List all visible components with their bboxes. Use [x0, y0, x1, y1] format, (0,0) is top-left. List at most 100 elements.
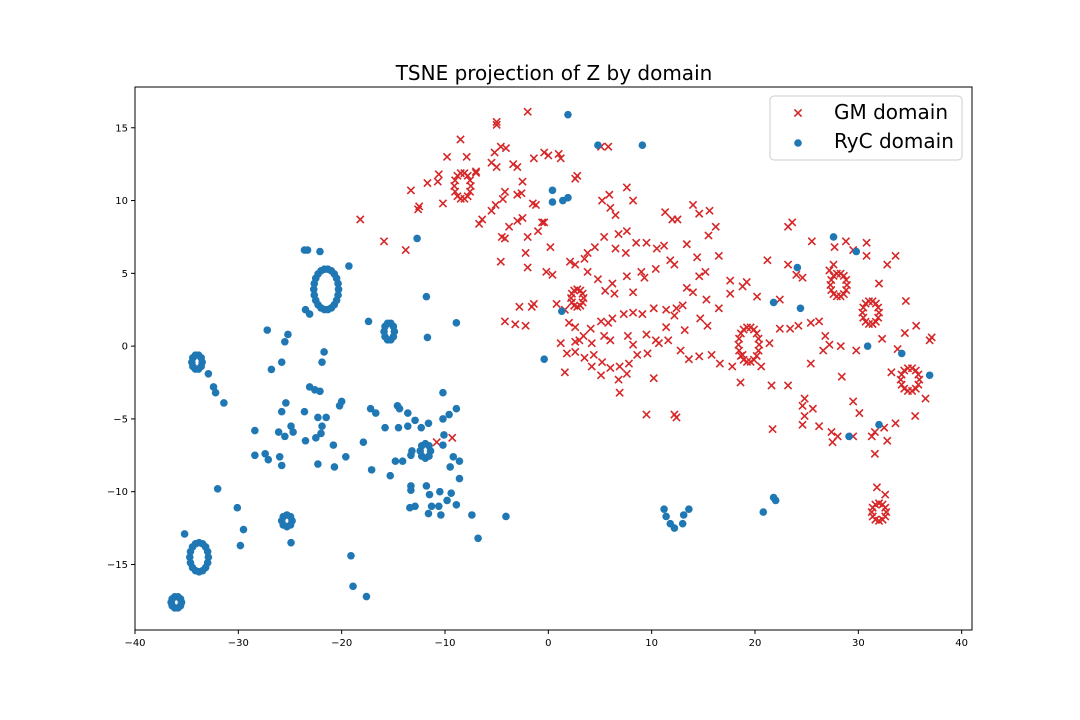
gm-point	[830, 242, 839, 252]
ryc-point	[381, 423, 389, 432]
ryc-point	[239, 525, 248, 534]
ryc-point	[394, 423, 403, 432]
gm-point	[673, 215, 682, 224]
ryc-point	[349, 582, 357, 591]
gm-point	[874, 279, 884, 288]
gm-point	[897, 380, 906, 389]
ryc-point	[769, 298, 778, 307]
ryc-point	[474, 534, 482, 543]
legend-label-ryc: RyC domain	[834, 129, 954, 153]
gm-point	[596, 371, 606, 380]
gm-point	[556, 339, 565, 348]
gm-point	[623, 331, 633, 341]
gm-point	[757, 362, 766, 371]
ryc-point	[406, 503, 414, 512]
gm-point	[500, 317, 510, 326]
gm-point	[527, 302, 536, 311]
ryc-point	[424, 509, 433, 518]
gm-point	[921, 394, 930, 403]
gm-point	[887, 368, 896, 377]
gm-point	[682, 240, 691, 249]
gm-point	[837, 372, 846, 381]
ryc-point	[318, 422, 326, 430]
gm-point	[703, 321, 712, 330]
gm-point	[925, 336, 934, 345]
gm-point	[807, 237, 816, 246]
y-tick-label: −5	[113, 414, 128, 425]
gm-point	[379, 237, 389, 246]
ryc-point	[316, 247, 324, 256]
gm-point	[540, 218, 549, 227]
gm-point	[433, 177, 442, 186]
legend: GM domain RyC domain	[769, 95, 963, 161]
gm-point	[688, 288, 698, 297]
ryc-point	[345, 262, 353, 270]
ryc-point	[334, 291, 342, 299]
ryc-point	[318, 358, 326, 366]
ryc-point	[209, 383, 218, 391]
ryc-point	[548, 198, 557, 206]
gm-point	[571, 347, 580, 357]
gm-point	[578, 298, 587, 307]
gm-point	[599, 232, 609, 242]
gm-point	[883, 260, 892, 269]
gm-point	[829, 271, 838, 281]
gm-point	[728, 362, 737, 371]
gm-point	[841, 237, 851, 246]
gm-point	[664, 336, 673, 345]
y-tick-label: 10	[115, 196, 128, 207]
gm-point	[619, 309, 628, 319]
gm-point	[701, 267, 710, 277]
gm-point	[670, 311, 679, 320]
gm-point	[356, 215, 365, 224]
ryc-point	[897, 349, 906, 358]
y-tick-label: −10	[107, 487, 128, 498]
gm-point	[492, 117, 501, 127]
gm-point	[871, 317, 881, 326]
gm-point	[736, 351, 746, 361]
gm-point	[515, 302, 524, 311]
ryc-point	[678, 519, 687, 528]
gm-point	[490, 148, 499, 157]
gm-point	[621, 248, 630, 258]
ryc-point	[437, 511, 445, 519]
gm-point	[800, 411, 809, 421]
ryc-point	[317, 429, 325, 438]
ryc-point	[439, 388, 447, 397]
ryc-point	[277, 407, 286, 416]
gm-point	[599, 331, 609, 341]
ryc-point	[233, 503, 242, 512]
gm-point	[628, 196, 638, 205]
gm-point	[406, 186, 416, 195]
ryc-point	[287, 538, 295, 547]
gm-point	[596, 317, 606, 326]
gm-point	[498, 194, 508, 204]
ryc-point	[277, 461, 286, 470]
ryc-point	[875, 420, 883, 429]
ryc-point	[852, 247, 861, 256]
ryc-point	[638, 141, 647, 150]
ryc-point	[289, 428, 297, 436]
gm-point	[707, 350, 716, 360]
ryc-point	[281, 432, 289, 441]
gm-point	[767, 381, 776, 390]
gm-point	[883, 436, 892, 445]
ryc-point	[413, 234, 421, 243]
gm-point	[465, 176, 475, 185]
gm-point	[642, 330, 651, 339]
gm-point	[540, 148, 549, 157]
x-tick-label: 20	[749, 638, 762, 649]
gm-point	[672, 413, 681, 422]
ryc-point	[367, 466, 376, 474]
legend-marker-ryc	[794, 139, 802, 147]
gm-point	[775, 295, 784, 304]
x-tick-label: 10	[645, 638, 658, 649]
ryc-point	[443, 496, 451, 505]
gm-point	[605, 190, 614, 199]
gm-point	[583, 248, 592, 258]
gm-point	[423, 178, 432, 188]
gm-point	[565, 257, 575, 266]
gm-point	[413, 205, 423, 214]
gm-point	[695, 209, 704, 218]
